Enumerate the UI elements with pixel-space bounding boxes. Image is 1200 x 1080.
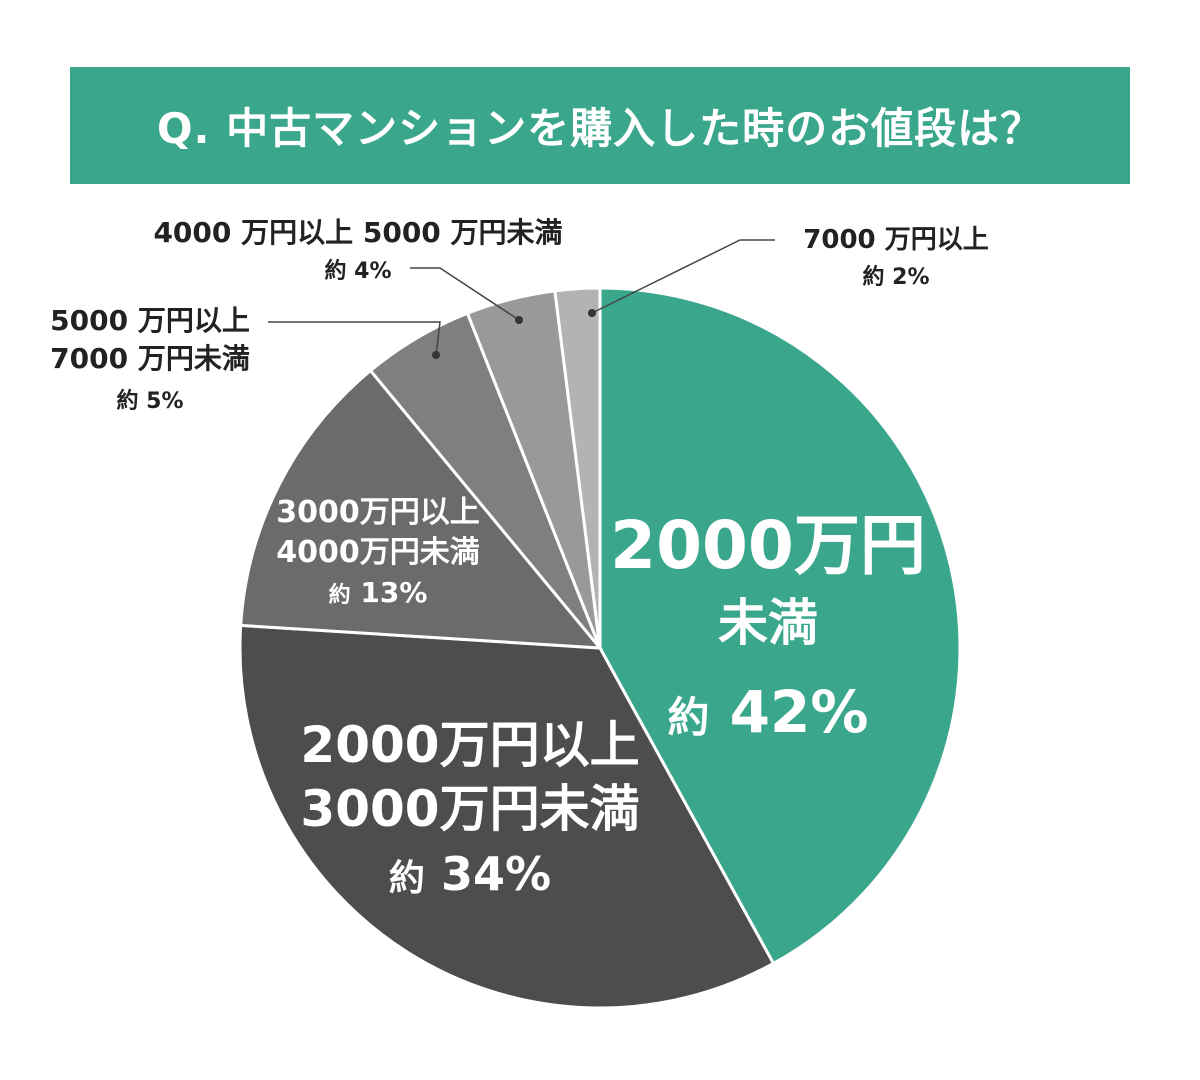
leader-dot-5	[588, 309, 596, 317]
slice-label-5-line-0: 7000 万円以上	[803, 225, 988, 255]
slice-label-5-line-1: 約 2%	[862, 264, 929, 290]
leader-lines	[268, 239, 775, 359]
slice-label-1-line-1: 3000万円未満	[300, 780, 639, 838]
slice-label-4-line-1: 約 4%	[324, 258, 391, 284]
slice-label-0-line-1: 未満	[718, 594, 818, 652]
slice-label-2-line-1: 4000万円未満	[276, 535, 480, 570]
slice-label-3-line-1: 7000 万円未満	[50, 342, 250, 375]
pie-slice-2	[239, 368, 604, 650]
pie-slice-5	[553, 286, 602, 649]
leader-line-4	[410, 267, 520, 321]
leader-dot-4	[515, 316, 523, 324]
slice-label-1-line-2: 約 34%	[389, 847, 551, 901]
pie-slice-0	[598, 286, 962, 966]
title-banner: Q. 中古マンションを購入した時のお値段は？	[70, 67, 1130, 184]
slice-label-3-line-2: 約 5%	[116, 388, 183, 414]
slice-label-0-line-0: 2000万円	[610, 507, 926, 584]
leader-line-5	[591, 239, 775, 314]
pie-slices	[238, 286, 962, 1010]
pie-slice-1	[238, 623, 776, 1010]
chart-title: Q. 中古マンションを購入した時のお値段は？	[156, 104, 1044, 153]
slice-label-3-line-0: 5000 万円以上	[50, 304, 250, 337]
slice-label-2-line-0: 3000万円以上	[276, 495, 480, 530]
leader-dot-3	[432, 351, 440, 359]
slice-label-2-line-2: 約 13%	[329, 576, 428, 609]
slice-label-0-line-2: 約 42%	[667, 678, 868, 746]
slice-label-4-line-0: 4000 万円以上 5000 万円未満	[153, 216, 562, 249]
slice-label-1-line-0: 2000万円以上	[300, 716, 639, 774]
leader-line-3	[268, 321, 441, 356]
